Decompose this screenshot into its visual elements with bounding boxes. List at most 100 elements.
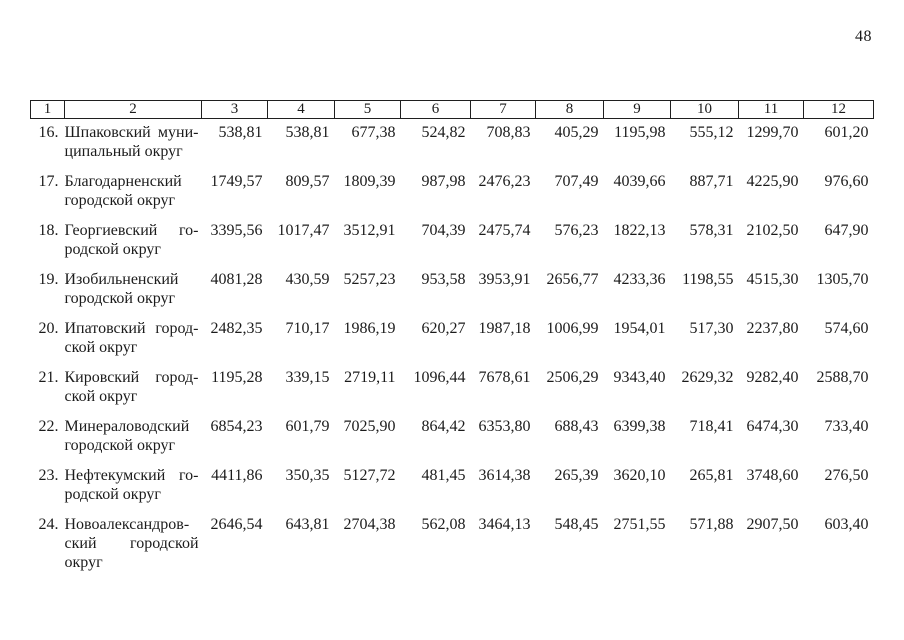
cell-value: 3614,38 (478, 467, 531, 484)
row-name: Благодарненский городской округ (64, 173, 182, 209)
cell-value: 9343,40 (613, 369, 666, 386)
cell-value: 601,79 (285, 418, 330, 435)
cell-value: 6474,30 (746, 418, 799, 435)
cell-value: 350,35 (285, 467, 330, 484)
row-number: 18. (38, 222, 59, 239)
cell-value: 6399,38 (613, 418, 666, 435)
header-cell: 11 (738, 100, 804, 119)
cell-value: 976,60 (824, 173, 869, 190)
cell-value: 3748,60 (746, 467, 799, 484)
cell-value: 2482,35 (210, 320, 263, 337)
cell-value: 339,15 (285, 369, 330, 386)
cell-value: 1986,19 (343, 320, 396, 337)
cell-value: 1809,39 (343, 173, 396, 190)
cell-value: 7025,90 (343, 418, 396, 435)
cell-value: 643,81 (285, 516, 330, 533)
row-name: Шпаковский муни-ципальный округ (64, 124, 199, 160)
row-name: Георгиевский го-родской округ (64, 222, 199, 258)
cell-value: 3464,13 (478, 516, 531, 533)
row-number: 21. (38, 369, 59, 386)
cell-value: 578,31 (689, 222, 734, 239)
table-row: 22. Минераловодский городской округ 6854,… (31, 413, 874, 462)
cell-value: 4515,30 (746, 271, 799, 288)
table-row: 18. Георгиевский го-родской округ 3395,5… (31, 217, 874, 266)
cell-value: 538,81 (218, 124, 263, 141)
cell-value: 1954,01 (613, 320, 666, 337)
row-name: Минераловодский городской округ (64, 418, 190, 454)
cell-value: 2506,29 (546, 369, 599, 386)
header-cell: 5 (334, 100, 401, 119)
cell-value: 2475,74 (478, 222, 531, 239)
table-row: 16. Шпаковский муни-ципальный округ 538,… (31, 119, 874, 169)
cell-value: 1096,44 (413, 369, 466, 386)
cell-value: 733,40 (824, 418, 869, 435)
cell-value: 5127,72 (343, 467, 396, 484)
row-number: 22. (38, 418, 59, 435)
cell-value: 2704,38 (343, 516, 396, 533)
cell-value: 2629,32 (681, 369, 734, 386)
cell-value: 601,20 (824, 124, 869, 141)
cell-value: 1195,28 (211, 369, 263, 386)
row-number: 20. (38, 320, 59, 337)
cell-value: 576,23 (554, 222, 599, 239)
header-cell: 3 (201, 100, 268, 119)
cell-value: 6854,23 (210, 418, 263, 435)
cell-value: 710,17 (285, 320, 330, 337)
header-cell: 4 (267, 100, 335, 119)
header-cell: 7 (470, 100, 536, 119)
row-name: Изобильненский городской округ (64, 271, 179, 307)
table-row: 20. Ипатовский город-ской округ 2482,35 … (31, 315, 874, 364)
cell-value: 2646,54 (210, 516, 263, 533)
row-number: 23. (38, 467, 59, 484)
header-cell: 12 (803, 100, 874, 119)
row-name: Нефтекумский го-родской округ (64, 467, 199, 503)
cell-value: 620,27 (421, 320, 466, 337)
header-cell: 10 (670, 100, 739, 119)
cell-value: 677,38 (351, 124, 396, 141)
cell-value: 704,39 (421, 222, 466, 239)
cell-value: 265,81 (689, 467, 734, 484)
cell-value: 2907,50 (746, 516, 799, 533)
cell-value: 4039,66 (613, 173, 666, 190)
cell-value: 517,30 (689, 320, 734, 337)
cell-value: 5257,23 (343, 271, 396, 288)
data-table: 1 2 3 4 5 6 7 8 9 10 11 12 16. Шпаковски… (30, 100, 874, 579)
cell-value: 1822,13 (613, 222, 666, 239)
row-number: 24. (38, 516, 59, 533)
cell-value: 276,50 (824, 467, 869, 484)
cell-value: 562,08 (421, 516, 466, 533)
cell-value: 647,90 (824, 222, 869, 239)
cell-value: 7678,61 (478, 369, 531, 386)
row-name: Ипатовский город-ской округ (64, 320, 199, 356)
cell-value: 1017,47 (277, 222, 330, 239)
table-row: 21. Кировский город-ской округ 1195,28 3… (31, 364, 874, 413)
cell-value: 864,42 (421, 418, 466, 435)
cell-value: 524,82 (421, 124, 466, 141)
table-row: 17. Благодарненский городской округ 1749,… (31, 168, 874, 217)
header-cell: 9 (603, 100, 671, 119)
cell-value: 1749,57 (210, 173, 263, 190)
cell-value: 538,81 (285, 124, 330, 141)
cell-value: 2476,23 (478, 173, 531, 190)
cell-value: 6353,80 (478, 418, 531, 435)
cell-value: 265,39 (554, 467, 599, 484)
cell-value: 430,59 (285, 271, 330, 288)
row-number: 16. (38, 124, 59, 141)
cell-value: 3512,91 (343, 222, 396, 239)
cell-value: 809,57 (285, 173, 330, 190)
cell-value: 2588,70 (816, 369, 869, 386)
table-row: 19. Изобильненский городской округ 4081,2… (31, 266, 874, 315)
cell-value: 548,45 (554, 516, 599, 533)
cell-value: 9282,40 (746, 369, 799, 386)
cell-value: 571,88 (689, 516, 734, 533)
cell-value: 574,60 (824, 320, 869, 337)
cell-value: 2237,80 (746, 320, 799, 337)
table-row: 23. Нефтекумский го-родской округ 4411,8… (31, 462, 874, 511)
cell-value: 2656,77 (546, 271, 599, 288)
cell-value: 1299,70 (746, 124, 799, 141)
cell-value: 603,40 (824, 516, 869, 533)
cell-value: 4411,86 (211, 467, 263, 484)
cell-value: 1987,18 (478, 320, 531, 337)
row-name: Новоалександров-ский городской округ (64, 516, 199, 571)
cell-value: 1198,55 (682, 271, 734, 288)
